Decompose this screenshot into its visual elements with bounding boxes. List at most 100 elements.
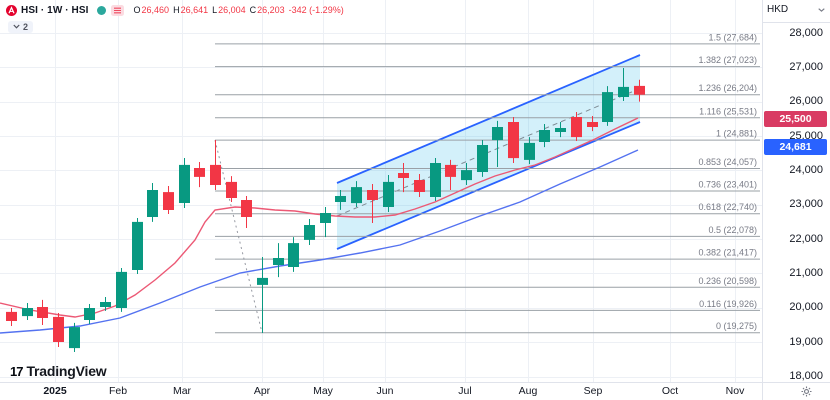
- y-axis-label: 28,000: [789, 26, 823, 39]
- fib-level-label: 0.236 (20,598): [698, 276, 757, 286]
- price-axis[interactable]: HKD 28,000 27,000 26,000 25,000 24,000 23,000…: [762, 0, 830, 400]
- candle: [37, 299, 48, 325]
- chevron-down-icon: [818, 7, 825, 12]
- fib-level-label: 1.236 (26,204): [698, 83, 757, 93]
- fib-anchor-line[interactable]: [214, 139, 263, 333]
- fib-level-label: 0 (19,275): [716, 321, 757, 331]
- candle: [132, 218, 143, 274]
- ohlc-close-label: C: [249, 5, 257, 15]
- y-axis-label: 24,000: [789, 163, 823, 176]
- ma-price-badge: 24,681: [764, 139, 827, 156]
- candle: [634, 79, 645, 102]
- time-axis[interactable]: 2025 Feb Mar Apr May Jun Jul Aug Sep Oct Nov: [0, 383, 762, 400]
- candle: [539, 124, 550, 148]
- candle: [414, 174, 425, 197]
- candle: [273, 243, 284, 278]
- candle: [210, 140, 221, 190]
- fib-level-label: 0.116 (19,926): [699, 299, 757, 309]
- candle: [179, 158, 190, 208]
- candle: [100, 297, 111, 311]
- regression-channel-lower-line[interactable]: [336, 121, 641, 250]
- y-axis-label: 20,000: [789, 301, 823, 314]
- candle: [147, 183, 158, 222]
- y-axis-label: 27,000: [789, 60, 823, 73]
- candle: [226, 176, 237, 202]
- candle: [398, 163, 409, 193]
- x-axis-label: Sep: [583, 385, 603, 397]
- fib-level-label: 0.5 (22,078): [708, 225, 757, 235]
- candle: [194, 162, 205, 188]
- settings-button[interactable]: [800, 385, 813, 398]
- candle: [320, 207, 331, 238]
- candle: [22, 303, 33, 320]
- candle: [116, 268, 127, 312]
- candle: [6, 308, 17, 326]
- fib-level-label: 1.382 (27,023): [698, 55, 757, 65]
- tradingview-logo[interactable]: 17 TradingView: [10, 363, 107, 379]
- x-axis-label: Mar: [172, 385, 192, 397]
- ohlc-change-value: -342 (-1.29%): [288, 5, 344, 15]
- candle: [288, 237, 299, 272]
- regression-channel-upper-line[interactable]: [336, 54, 641, 184]
- candle: [69, 322, 80, 352]
- candle: [383, 175, 394, 212]
- ohlc-close-value: 26,203: [257, 5, 285, 15]
- fib-level-label: 1.116 (25,531): [699, 106, 757, 116]
- regression-channel-mid-line[interactable]: [336, 88, 641, 217]
- y-axis-label: 18,000: [789, 370, 823, 383]
- candle: [477, 140, 488, 177]
- candle: [163, 186, 174, 214]
- x-axis-label: Apr: [253, 385, 271, 397]
- candle: [430, 158, 441, 201]
- y-axis-label: 21,000: [789, 266, 823, 279]
- currency-button[interactable]: HKD: [767, 4, 825, 15]
- chart-legend: HSI · 1W · HSI O 26,460 H 26,641 L 26,004 C…: [6, 4, 344, 34]
- indicator-lines-icon[interactable]: [110, 4, 124, 16]
- symbol-title[interactable]: HSI · 1W · HSI: [21, 4, 89, 16]
- x-axis-label: Aug: [518, 385, 538, 397]
- y-axis-label: 26,000: [789, 95, 823, 108]
- candle: [571, 112, 582, 141]
- x-axis-label: Oct: [661, 385, 679, 397]
- x-axis-label: Feb: [108, 385, 128, 397]
- ohlc-high-value: 26,641: [180, 5, 209, 15]
- x-axis-label: Nov: [725, 385, 745, 397]
- tradingview-logo-mark: 17: [10, 364, 24, 379]
- candle: [304, 219, 315, 245]
- fib-level-label: 1 (24,881): [716, 129, 757, 139]
- candle: [445, 159, 456, 190]
- candle: [257, 257, 268, 333]
- ohlc-open-label: O: [133, 5, 141, 15]
- x-axis-label: Jun: [376, 385, 394, 397]
- ma-slow-line[interactable]: [0, 149, 639, 334]
- candle: [335, 190, 346, 210]
- symbol-logo-icon: [6, 4, 17, 16]
- ohlc-low-label: L: [212, 5, 218, 15]
- candle: [351, 181, 362, 207]
- candle: [618, 68, 629, 101]
- y-axis-label: 19,000: [789, 335, 823, 348]
- candle: [602, 86, 613, 126]
- y-axis-label: 23,000: [789, 198, 823, 211]
- indicator-dot-icon[interactable]: [96, 5, 106, 15]
- candle: [461, 163, 472, 185]
- candle: [492, 120, 503, 167]
- currency-label: HKD: [767, 4, 789, 15]
- tradingview-logo-text: TradingView: [26, 363, 107, 379]
- ohlc-high-label: H: [173, 5, 180, 15]
- x-axis-label: Jul: [458, 385, 472, 397]
- ohlc-open-value: 26,460: [141, 5, 170, 15]
- candle: [524, 137, 535, 165]
- fib-level-label: 1.5 (27,684): [708, 32, 757, 42]
- candle: [555, 122, 566, 138]
- indicators-collapse-button[interactable]: 2: [8, 20, 34, 33]
- indicators-count: 2: [23, 21, 29, 32]
- fib-level-label: 0.382 (21,417): [698, 248, 757, 258]
- ohlc-readout: O 26,460 H 26,641 L 26,004 C 26,203 -342 (-1…: [130, 5, 344, 15]
- fib-level-label: 0.736 (23,401): [698, 180, 757, 190]
- gear-icon: [801, 386, 812, 397]
- candle: [241, 196, 252, 228]
- fib-level-label: 0.853 (24,057): [698, 157, 757, 167]
